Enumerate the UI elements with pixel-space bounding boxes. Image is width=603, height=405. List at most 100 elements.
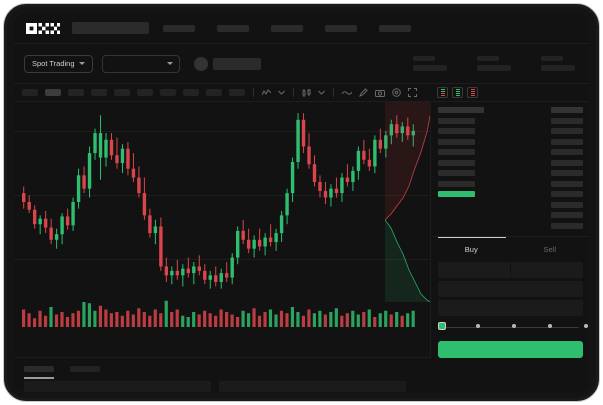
ask-price: [438, 138, 475, 145]
bid-amount: [551, 201, 583, 208]
orderbook-view-modes: [432, 84, 589, 102]
timeframe-button-4[interactable]: [91, 89, 107, 96]
ask-amount: [551, 159, 583, 166]
top-navigation-bar: [14, 13, 589, 44]
chart-gridline: [14, 195, 430, 196]
depth-overlay: [385, 102, 430, 302]
app-screen: Spot Trading: [14, 13, 589, 392]
timeframe-button-7[interactable]: [160, 89, 176, 96]
orders-panel-block-1: [24, 381, 211, 392]
active-tab-underline: [438, 236, 506, 238]
orderbook-asks-icon[interactable]: [467, 87, 478, 98]
market-stat-2: [477, 56, 511, 71]
orderbook-trade-panel: Buy Sell: [432, 84, 589, 392]
price-field[interactable]: [438, 280, 583, 297]
trading-mode-selector[interactable]: Spot Trading: [24, 54, 93, 73]
line-chart-icon[interactable]: [342, 90, 352, 96]
ask-amount: [551, 170, 583, 176]
orderbook-rows[interactable]: [432, 102, 589, 230]
orderbook-bids-icon[interactable]: [452, 87, 463, 98]
orders-content: [24, 381, 406, 392]
last-price-value: [438, 191, 475, 197]
timeframe-button-6[interactable]: [137, 89, 153, 96]
timeframe-button-10[interactable]: [229, 89, 245, 96]
slider-step-2[interactable]: [476, 324, 480, 328]
timeframe-button-9[interactable]: [206, 89, 222, 96]
chart-type-icon[interactable]: [302, 88, 311, 97]
slider-handle[interactable]: [438, 322, 446, 330]
amount-field[interactable]: [438, 299, 583, 316]
ask-price: [438, 149, 475, 155]
orderbook-ask-row[interactable]: [438, 148, 583, 156]
ask-price: [438, 170, 475, 176]
chevron-down-icon[interactable]: [278, 90, 285, 95]
market-subheader: Spot Trading: [14, 44, 589, 84]
indicators-icon[interactable]: [262, 89, 271, 96]
timeframe-button-1[interactable]: [22, 89, 38, 96]
column-header-price: [438, 107, 484, 113]
orders-panel: [14, 357, 431, 392]
timeframe-button-3[interactable]: [68, 89, 84, 96]
nav-item-3[interactable]: [271, 24, 303, 32]
settings-icon[interactable]: [392, 88, 401, 97]
toolbar-divider: [293, 88, 294, 97]
ask-amount: [551, 149, 583, 155]
camera-icon[interactable]: [375, 89, 385, 97]
timeframe-button-2[interactable]: [45, 89, 61, 96]
pencil-icon[interactable]: [359, 88, 368, 97]
place-buy-order-button[interactable]: [438, 340, 583, 358]
pair-coin-avatar: [193, 56, 208, 71]
slider-track: [442, 326, 579, 328]
bid-amount: [551, 222, 583, 229]
orderbook-ask-row[interactable]: [438, 180, 583, 188]
buy-sell-tabs: Buy Sell: [432, 235, 589, 258]
search-input[interactable]: [72, 22, 149, 34]
order-form: [432, 258, 589, 316]
orders-tab-2[interactable]: [70, 365, 100, 372]
fullscreen-icon[interactable]: [408, 88, 417, 97]
orderbook-ask-row[interactable]: [438, 169, 583, 177]
okx-logo-icon[interactable]: [26, 22, 60, 34]
column-header-amount: [551, 107, 583, 113]
bid-amount: [551, 212, 583, 218]
chevron-down-icon[interactable]: [318, 90, 325, 95]
nav-item-2[interactable]: [217, 24, 249, 32]
slider-step-4[interactable]: [548, 324, 552, 328]
tab-sell[interactable]: Sell: [543, 245, 556, 254]
amount-percent-slider[interactable]: [438, 321, 588, 335]
trading-pair-selector[interactable]: [101, 54, 180, 73]
tab-buy[interactable]: Buy: [464, 245, 478, 254]
orders-tab-1[interactable]: [24, 365, 54, 372]
order-type-field[interactable]: [438, 261, 583, 278]
timeframe-button-5[interactable]: [114, 89, 130, 96]
orderbook-ask-row[interactable]: [438, 127, 583, 135]
ask-amount: [551, 117, 583, 124]
chevron-down-icon: [78, 62, 85, 65]
market-stat-1: [413, 56, 447, 71]
chevron-down-icon: [166, 62, 173, 65]
price-chart[interactable]: [14, 102, 431, 357]
orderbook-bid-row[interactable]: [438, 211, 583, 219]
orderbook-ask-row[interactable]: [438, 138, 583, 146]
orderbook-both-icon[interactable]: [437, 87, 448, 98]
timeframe-button-8[interactable]: [183, 89, 199, 96]
slider-step-5[interactable]: [584, 324, 588, 328]
orderbook-ask-row[interactable]: [438, 159, 583, 167]
stat-label: [477, 56, 499, 61]
stat-label: [413, 56, 435, 61]
orderbook-bid-row[interactable]: [438, 222, 583, 230]
orderbook-bid-row[interactable]: [438, 201, 583, 209]
orderbook-ask-row[interactable]: [438, 117, 583, 125]
ask-amount: [551, 138, 583, 145]
stat-value: [477, 65, 511, 71]
nav-item-5[interactable]: [379, 24, 411, 32]
toolbar-divider: [253, 88, 254, 97]
slider-step-3[interactable]: [512, 324, 516, 328]
nav-item-4[interactable]: [325, 24, 357, 32]
stat-label: [541, 56, 563, 61]
last-price-display: [212, 57, 261, 70]
chart-gridline: [14, 259, 430, 260]
nav-item-1[interactable]: [163, 24, 195, 32]
orderbook-header-row: [438, 106, 583, 114]
